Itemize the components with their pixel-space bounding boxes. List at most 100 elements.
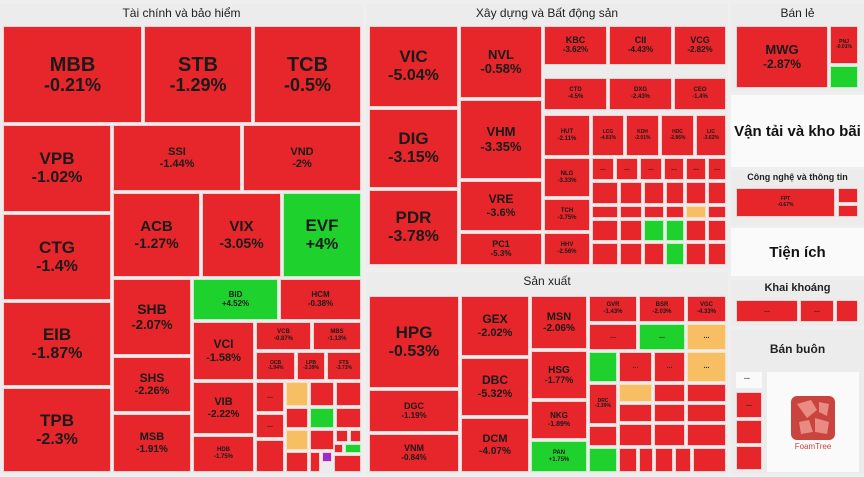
tile-vcg[interactable]: VCG -2.82% xyxy=(674,26,726,65)
tile-small[interactable]: ... xyxy=(639,324,685,350)
tile-shb[interactable]: SHB -2.07% xyxy=(113,279,191,355)
tile-small[interactable]: ... xyxy=(654,352,685,382)
tile-hdc[interactable]: HDC -2.86% xyxy=(661,115,694,156)
tile-small[interactable]: ... xyxy=(589,324,637,350)
tile-acb[interactable]: ACB -1.27% xyxy=(113,193,200,277)
tile-small[interactable]: ... xyxy=(686,158,706,180)
tile-small[interactable] xyxy=(592,243,618,265)
tile-small[interactable] xyxy=(838,205,858,217)
tile-vre[interactable]: VRE -3.6% xyxy=(460,181,542,231)
tile-nkg[interactable]: NKG -1.89% xyxy=(531,401,587,439)
tile-small[interactable]: ... xyxy=(687,324,726,350)
tile-fts[interactable]: FTS -3.73% xyxy=(327,352,361,380)
tile-ceo[interactable]: CEO -1.4% xyxy=(674,78,726,110)
tile-small[interactable] xyxy=(687,424,726,446)
tile-small[interactable] xyxy=(286,452,308,472)
tile-small[interactable] xyxy=(592,220,618,241)
tile-small[interactable] xyxy=(322,452,332,462)
tile-small[interactable] xyxy=(334,455,361,472)
tile-pan[interactable]: PAN +1.75% xyxy=(531,441,587,472)
tile-vci[interactable]: VCI -1.58% xyxy=(193,322,254,380)
tile-small[interactable] xyxy=(686,220,706,241)
tile-hdb[interactable]: HDB -1.75% xyxy=(193,436,254,472)
tile-small[interactable] xyxy=(736,446,762,470)
tile-small[interactable] xyxy=(644,206,664,218)
tile-small[interactable] xyxy=(286,430,308,450)
tile-small[interactable] xyxy=(838,188,858,203)
tile-small[interactable] xyxy=(350,430,361,442)
tile-small[interactable] xyxy=(589,448,617,472)
tile-small[interactable] xyxy=(644,220,664,241)
tile-hhv[interactable]: HHV -2.56% xyxy=(544,233,590,265)
tile-small[interactable]: ... xyxy=(736,300,798,322)
tile-ctg[interactable]: CTG -1.4% xyxy=(3,214,111,300)
tile-dxg[interactable]: DXG -2.43% xyxy=(609,78,672,110)
tile-small[interactable] xyxy=(708,206,726,218)
tile-small[interactable] xyxy=(708,243,726,265)
tile-small[interactable] xyxy=(589,426,617,446)
tile-small[interactable] xyxy=(256,440,284,472)
tile-small[interactable] xyxy=(620,220,642,241)
tile-small[interactable] xyxy=(708,182,726,204)
tile-small[interactable] xyxy=(639,448,653,472)
tile-small[interactable] xyxy=(708,220,726,241)
tile-tpb[interactable]: TPB -2.3% xyxy=(3,388,111,472)
tile-lcg[interactable]: LCG -4.81% xyxy=(592,115,624,156)
tile-pdr[interactable]: PDR -3.78% xyxy=(369,190,458,265)
tile-vcb[interactable]: VCB -0.87% xyxy=(256,322,311,350)
tile-small[interactable] xyxy=(336,382,361,406)
tile-nvl[interactable]: NVL -0.58% xyxy=(460,26,542,98)
tile-eib[interactable]: EIB -1.87% xyxy=(3,302,111,386)
tile-lpb[interactable]: LPB -3.39% xyxy=(297,352,325,380)
tile-dig[interactable]: DIG -3.15% xyxy=(369,109,458,188)
tile-vpb[interactable]: VPB -1.02% xyxy=(3,125,111,212)
tile-pc1[interactable]: PC1 -5.3% xyxy=(460,233,542,265)
tile-small[interactable]: ... xyxy=(256,382,284,412)
tile-small[interactable]: ... xyxy=(708,158,726,180)
tile-small[interactable] xyxy=(619,384,652,402)
tile-small[interactable] xyxy=(666,182,684,204)
tile-small[interactable] xyxy=(666,206,684,218)
tile-hsg[interactable]: HSG -1.77% xyxy=(531,351,587,399)
tile-gvr[interactable]: GVR -1.43% xyxy=(589,296,637,322)
tile-kbc[interactable]: KBC -3.62% xyxy=(544,26,607,65)
tile-hpg[interactable]: HPG -0.53% xyxy=(369,296,459,388)
tile-small[interactable] xyxy=(619,448,637,472)
tile-small[interactable]: ... xyxy=(256,414,284,438)
tile-ssi[interactable]: SSI -1.44% xyxy=(113,125,241,191)
tile-small[interactable] xyxy=(620,243,642,265)
tile-hcm[interactable]: HCM -0.38% xyxy=(280,279,361,320)
tile-small[interactable] xyxy=(619,404,652,422)
tile-small[interactable] xyxy=(687,404,726,422)
tile-vic[interactable]: VIC -5.04% xyxy=(369,26,458,107)
tile-small[interactable] xyxy=(620,182,642,204)
tile-bsr[interactable]: BSR -2.03% xyxy=(639,296,685,322)
tile-mbb[interactable]: MBB -0.21% xyxy=(3,26,142,123)
tile-small[interactable] xyxy=(686,243,706,265)
tile-small[interactable] xyxy=(686,182,706,204)
tile-vix[interactable]: VIX -3.05% xyxy=(202,193,281,277)
tile-vib[interactable]: VIB -2.22% xyxy=(193,382,254,434)
tile-small[interactable] xyxy=(592,206,618,218)
tile-nlg[interactable]: NLG -3.33% xyxy=(544,158,590,197)
tile-hut[interactable]: HUT -2.11% xyxy=(544,115,590,156)
tile-evf[interactable]: EVF +4% xyxy=(283,193,361,277)
tile-dgc[interactable]: DGC -1.19% xyxy=(369,390,459,432)
tile-small[interactable] xyxy=(736,420,762,444)
tile-vnd[interactable]: VND -2% xyxy=(243,125,361,191)
tile-small[interactable] xyxy=(592,182,618,204)
tile-tch[interactable]: TCH -3.75% xyxy=(544,199,590,231)
tile-pnj[interactable]: PNJ -0.01% xyxy=(830,26,858,64)
tile-kdh[interactable]: KDH -2.01% xyxy=(626,115,659,156)
tile-ctd[interactable]: CTD -4.5% xyxy=(544,78,607,110)
tile-fpt[interactable]: FPT -0.67% xyxy=(736,188,835,217)
tile-dcm[interactable]: DCM -4.07% xyxy=(461,418,529,472)
tile-bid[interactable]: BID +4.52% xyxy=(193,279,278,320)
tile-small[interactable] xyxy=(654,384,685,402)
tile-small[interactable] xyxy=(310,430,334,450)
tile-ocb[interactable]: OCB -1.94% xyxy=(256,352,295,380)
tile-small[interactable]: ... xyxy=(736,392,762,418)
tile-drc[interactable]: DRC -1.39% xyxy=(589,384,617,424)
tile-small[interactable] xyxy=(286,382,308,406)
tile-small[interactable] xyxy=(644,182,664,204)
